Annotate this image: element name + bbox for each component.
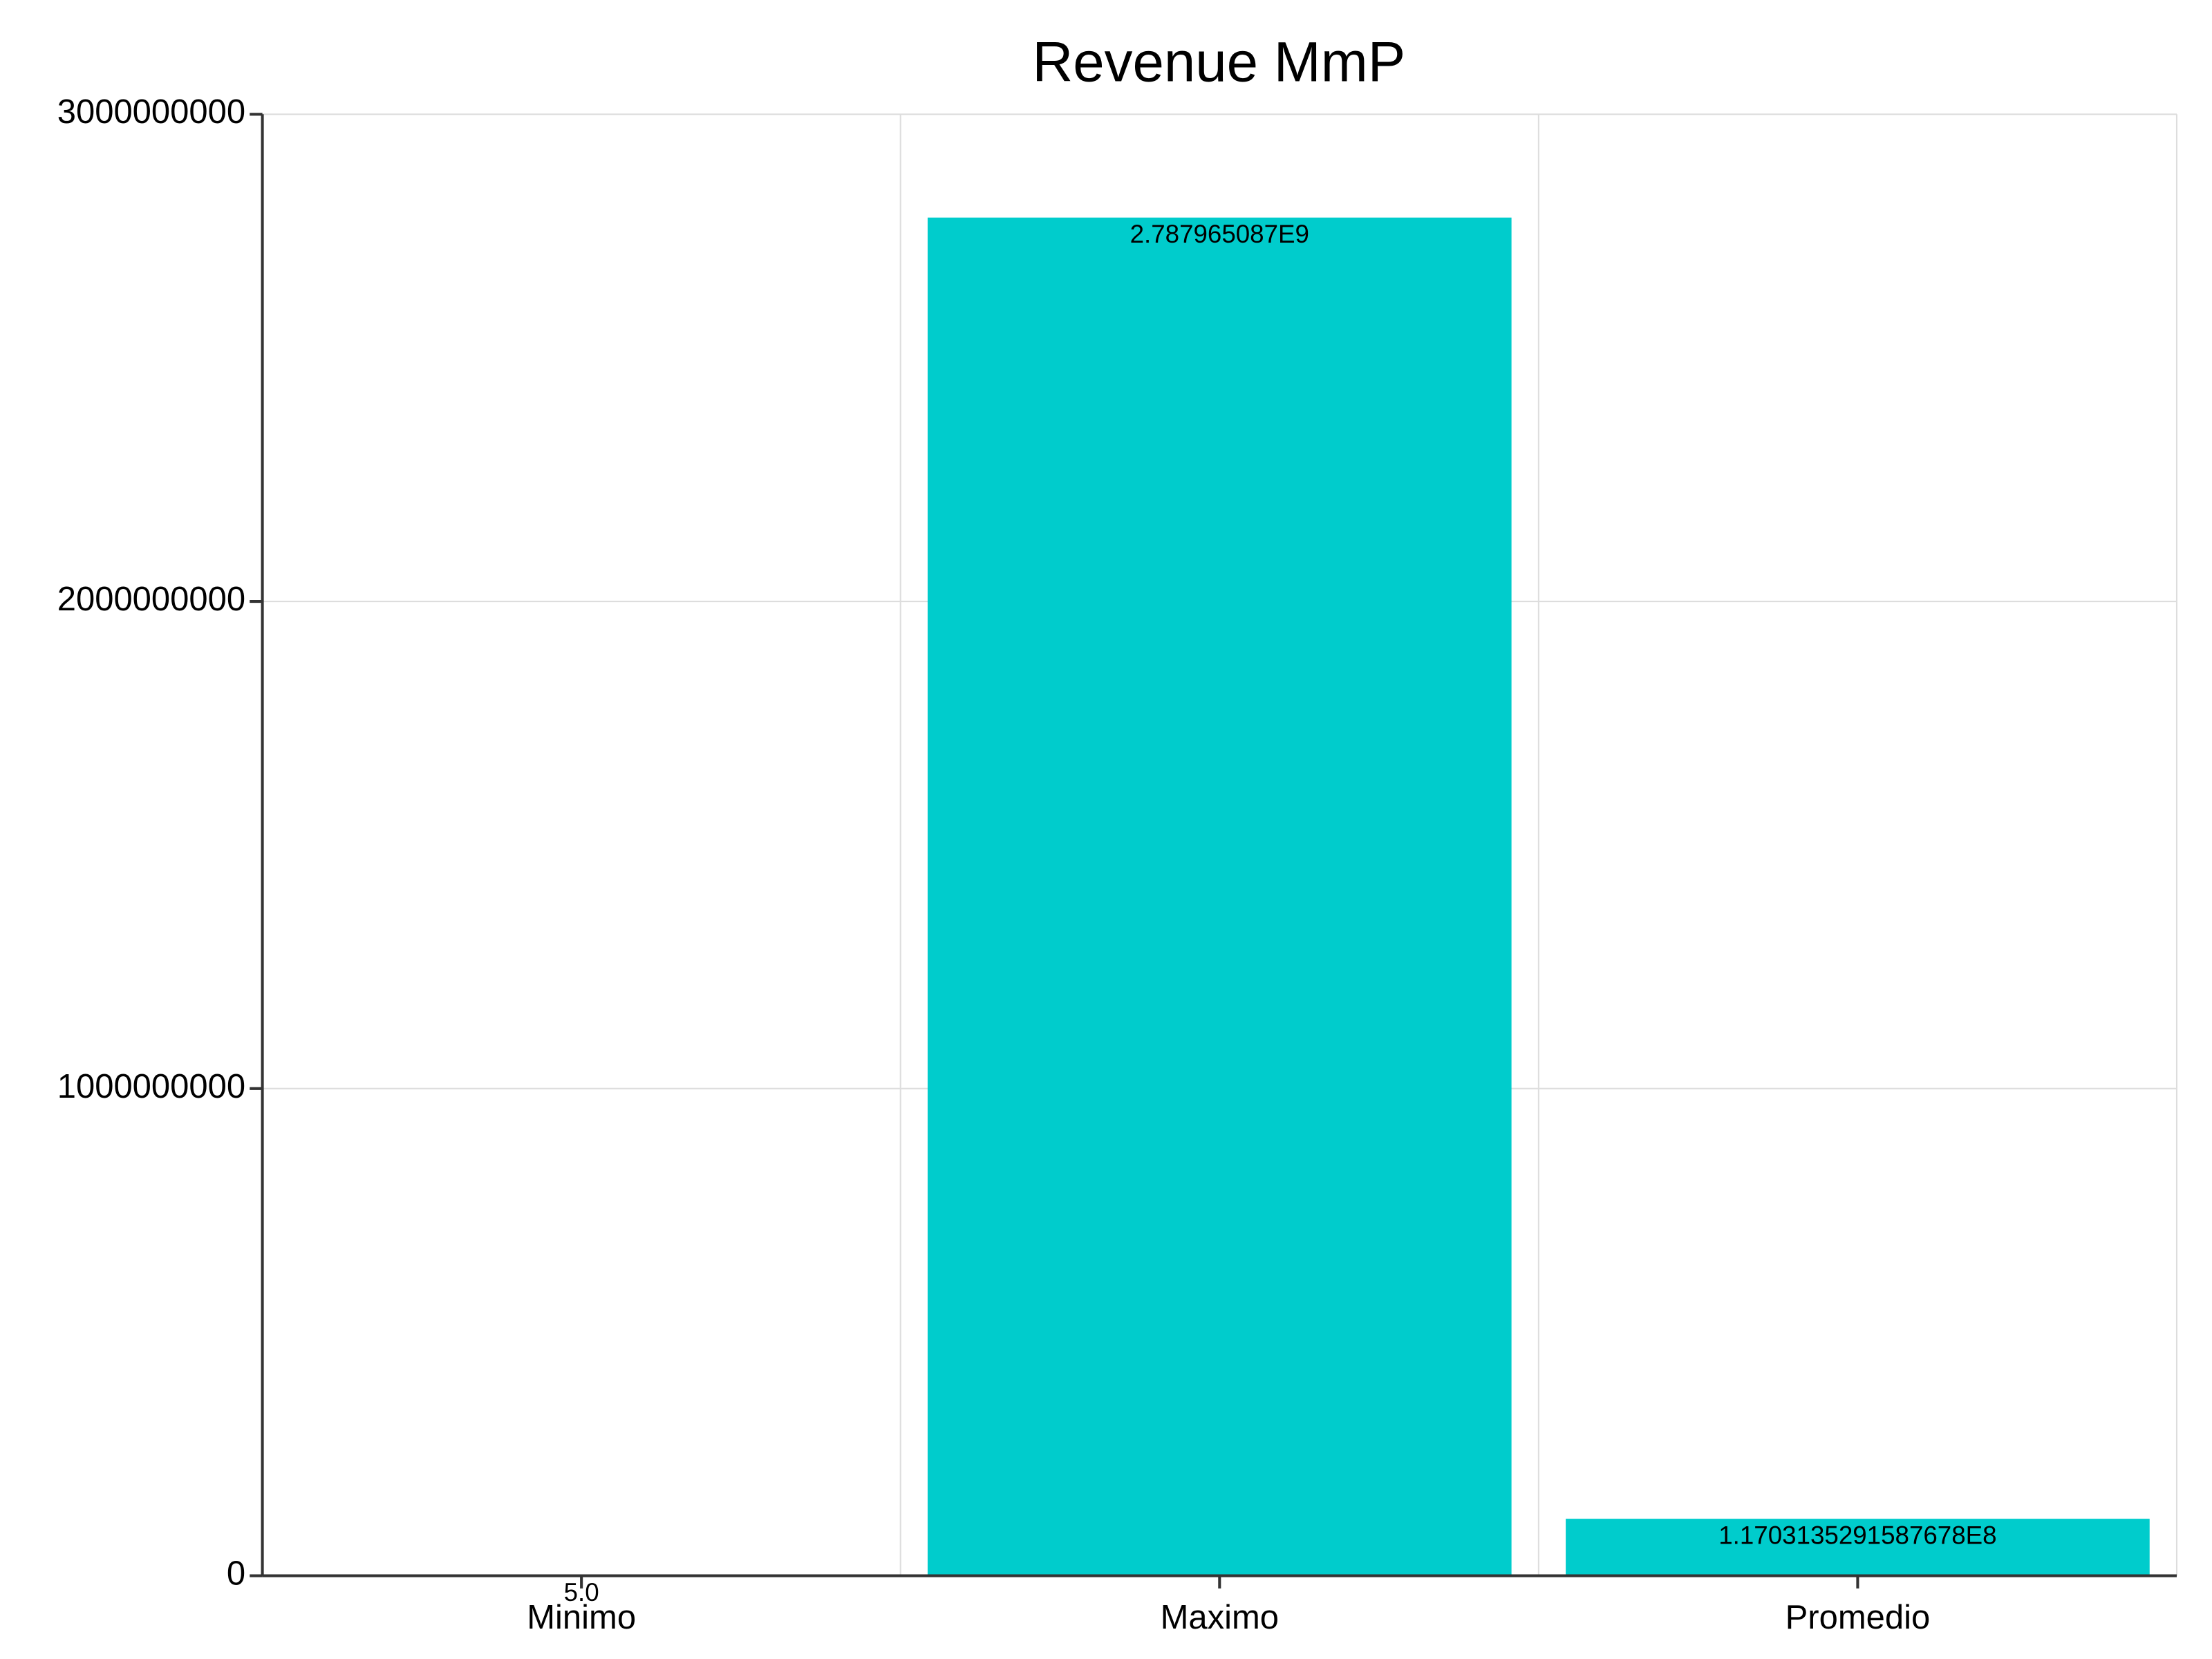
x-tick-label: Minimo [527,1599,636,1636]
y-tick-label: 2000000000 [57,581,245,618]
bar [1566,1519,2150,1576]
y-tick-label: 1000000000 [57,1068,245,1105]
x-tick-label: Promedio [1785,1599,1931,1636]
chart-title: Revenue MmP [1032,30,1405,93]
value-label: 2.787965087E9 [1130,220,1309,248]
value-label: 1.1703135291587678E8 [1718,1521,1996,1549]
y-tick-label: 3000000000 [57,93,245,131]
x-tick-label: Maximo [1161,1599,1279,1636]
y-tick-label: 0 [227,1555,245,1593]
bar [927,217,1512,1576]
